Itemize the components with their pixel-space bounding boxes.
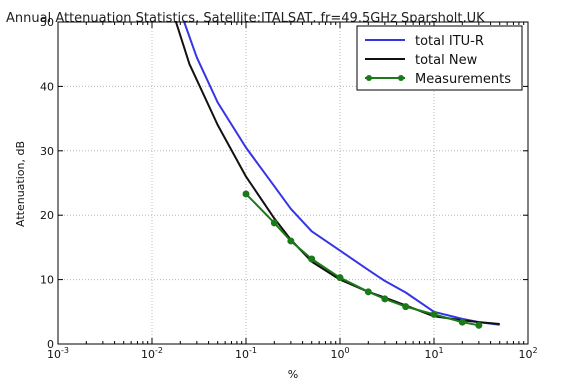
data-point [287,237,295,245]
x-axis-label: % [288,368,298,381]
y-tick-label: 30 [40,145,54,158]
y-tick-label: 20 [40,209,54,222]
y-tick-label: 40 [40,80,54,93]
data-point [364,288,372,296]
y-tick-label: 10 [40,274,54,287]
legend: total ITU-R total New Measurements [356,25,523,91]
data-point [458,318,466,326]
data-point [242,190,250,198]
x-tick-label: 101 [424,346,443,361]
data-point [381,295,389,303]
data-point [270,219,278,227]
legend-label: total ITU-R [415,34,484,49]
legend-marker [366,75,372,81]
legend-marker [398,75,404,81]
legend-label: total New [415,53,478,68]
tick-labels: 0 10 20 30 40 50 10-3 10-2 10-1 100 101 102 [40,16,538,361]
y-tick-label: 0 [47,338,54,351]
y-axis-label: Attenuation, dB [14,141,27,227]
ticks [57,21,529,345]
series-layer [175,21,500,329]
x-tick-label: 102 [518,346,537,361]
data-point [336,274,344,282]
data-point [308,255,316,263]
data-point [430,310,438,318]
series-line-1 [183,21,500,326]
x-tick-label: 10-2 [141,346,163,361]
data-point [402,303,410,311]
x-tick-label: 100 [330,346,349,361]
legend-label: Measurements [415,72,511,87]
data-point [475,321,483,329]
plot-frame [57,21,529,345]
y-tick-label: 50 [40,16,54,29]
x-tick-label: 10-1 [235,346,257,361]
x-tick-label: 10-3 [47,346,69,361]
